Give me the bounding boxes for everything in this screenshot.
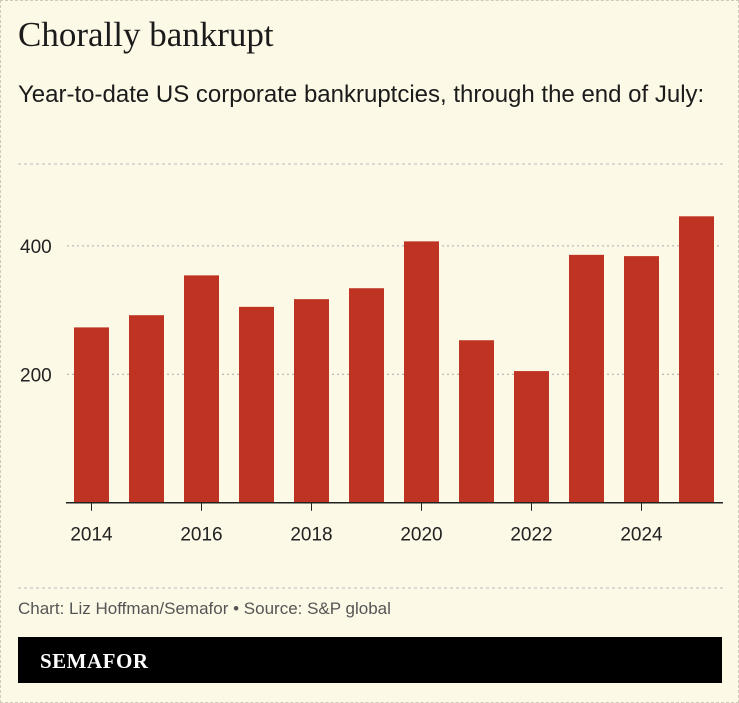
bar-chart: 200 400 2014 2016 2018 2020 2022 2024 — [18, 163, 723, 589]
bar-2016 — [184, 275, 219, 503]
brand-bar: SEMAFOR — [18, 637, 722, 683]
brand-logo: SEMAFOR — [40, 649, 149, 673]
bar-2023 — [569, 254, 604, 503]
x-tick-label: 2018 — [290, 525, 332, 546]
x-tick-label: 2022 — [510, 525, 552, 546]
chart-title: Chorally bankrupt — [18, 15, 274, 54]
bar-2017 — [239, 306, 274, 503]
chart-subtitle: Year-to-date US corporate bankruptcies, … — [18, 81, 705, 108]
x-tick-label: 2016 — [180, 525, 222, 546]
bar-2019 — [349, 288, 384, 503]
x-tick-label: 2014 — [70, 525, 113, 546]
source-note: Chart: Liz Hoffman/Semafor • Source: S&P… — [18, 599, 391, 618]
y-tick-label: 200 — [20, 365, 52, 386]
x-tick-label: 2020 — [400, 525, 442, 546]
bar-2025 — [679, 216, 714, 503]
x-tick-label: 2024 — [620, 525, 663, 546]
bar-2014 — [74, 327, 109, 503]
bar-2024 — [624, 256, 659, 503]
bar-2015 — [129, 315, 164, 503]
bar-2022 — [514, 371, 549, 503]
bar-2020 — [404, 241, 439, 503]
bar-2021 — [459, 340, 494, 503]
bar-2018 — [294, 299, 329, 503]
y-tick-label: 400 — [20, 237, 52, 258]
